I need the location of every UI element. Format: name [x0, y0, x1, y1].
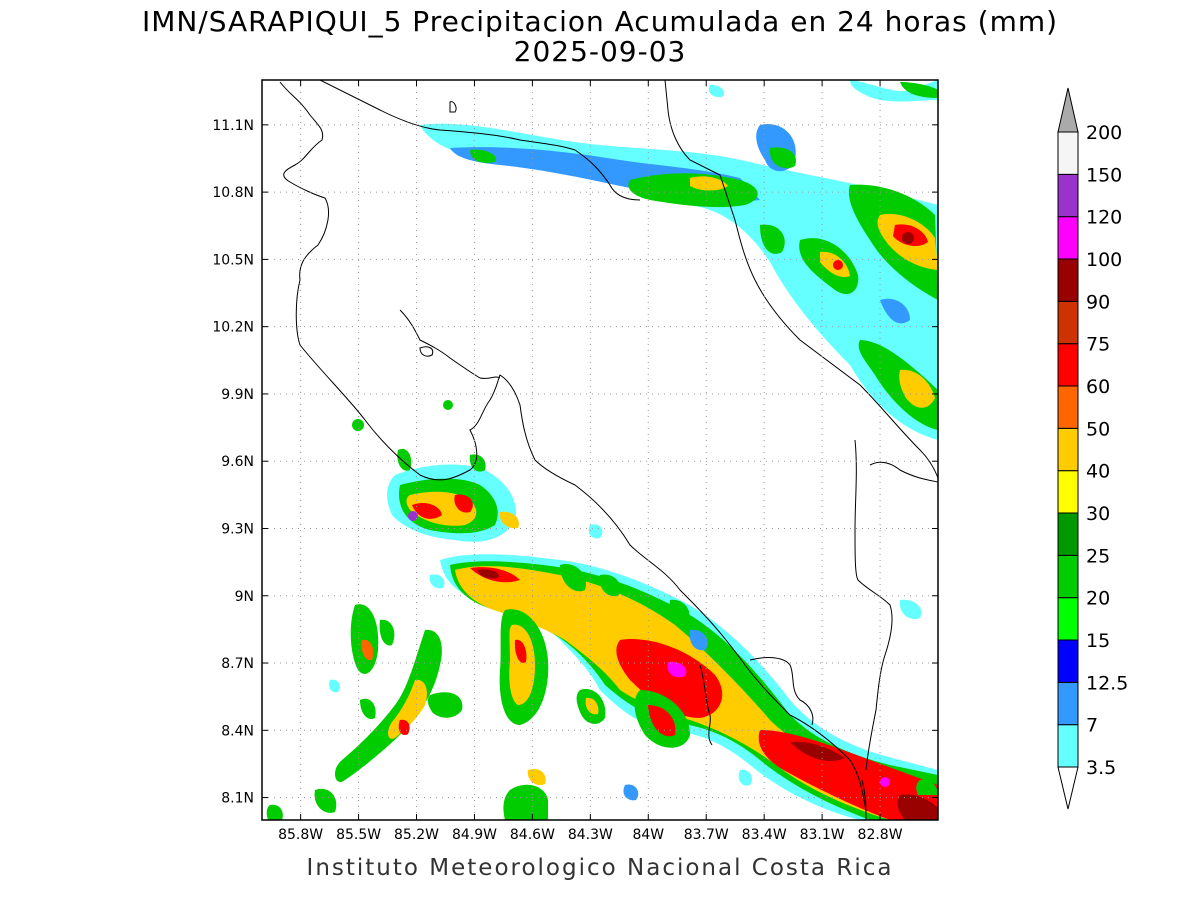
colorbar-legend: 3.5 7 12.5 15 20 25 30 40 50 60 75 90 100 120 150 200	[1057, 87, 1128, 810]
colorbar-label: 200	[1086, 122, 1122, 144]
precipitation-field	[266, 80, 938, 820]
x-tick-label: 84.3W	[568, 827, 613, 843]
x-tick-label: 84.9W	[452, 827, 497, 843]
footer-credit: Instituto Meteorologico Nacional Costa R…	[306, 855, 894, 881]
rain-band-pacific-south	[440, 554, 938, 820]
coastlines	[279, 80, 938, 820]
y-tick-label: 9.3N	[221, 521, 254, 537]
colorbar-swatch	[1057, 639, 1079, 683]
rain-scattered-cells	[329, 84, 938, 801]
colorbar-label: 25	[1086, 545, 1110, 567]
y-tick-label: 10.2N	[212, 320, 254, 336]
rain-band-caribbean-north	[420, 80, 938, 441]
colorbar-label: 60	[1086, 376, 1110, 398]
colorbar-label: 40	[1086, 461, 1110, 483]
colorbar-label: 7	[1086, 715, 1098, 737]
colorbar-swatch	[1057, 131, 1079, 175]
x-tick-label: 83.7W	[684, 827, 729, 843]
x-tick-label: 85.8W	[278, 827, 323, 843]
colorbar-swatch	[1057, 216, 1079, 260]
colorbar-label: 20	[1086, 588, 1110, 610]
x-tick-label: 85.5W	[336, 827, 381, 843]
colorbar-label: 90	[1086, 291, 1110, 313]
colorbar-label: 12.5	[1086, 672, 1128, 694]
colorbar-swatch	[1057, 554, 1079, 599]
colorbar-swatch	[1057, 681, 1079, 726]
y-tick-label: 9.6N	[221, 454, 254, 470]
colorbar-label: 120	[1086, 207, 1122, 229]
colorbar-swatch	[1057, 512, 1079, 556]
x-tick-label: 84.6W	[510, 827, 555, 843]
colorbar-swatch	[1057, 173, 1079, 218]
colorbar-swatch	[1057, 385, 1079, 429]
colorbar-swatch	[1057, 470, 1079, 514]
rain-cluster-pacific-north	[352, 400, 519, 542]
y-tick-label: 8.7N	[221, 656, 254, 672]
y-tick-label: 11.1N	[212, 118, 254, 134]
colorbar-label: 15	[1086, 630, 1110, 652]
y-tick-label: 8.1N	[221, 791, 254, 807]
x-tick-label: 85.2W	[394, 827, 439, 843]
y-tick-label: 9.9N	[221, 387, 254, 403]
colorbar-label: 100	[1086, 249, 1122, 271]
map-title: IMN/SARAPIQUI_5 Precipitacion Acumulada …	[141, 5, 1059, 38]
y-axis: 8.1N 8.4N 8.7N 9N 9.3N 9.6N 9.9N 10.2N 10.5N 10.8…	[212, 118, 938, 807]
x-tick-label: 82.8W	[858, 827, 903, 843]
rain-streaks-west	[266, 604, 463, 820]
colorbar-swatch	[1057, 427, 1079, 472]
x-axis: 85.8W 85.5W 85.2W 84.9W 84.6W 84.3W 84W 83.7W 83…	[278, 80, 903, 843]
colorbar-label: 75	[1086, 334, 1110, 356]
colorbar-min-arrow	[1057, 766, 1079, 810]
colorbar-label: 30	[1086, 503, 1110, 525]
y-tick-label: 10.5N	[212, 252, 254, 268]
plot-frame	[261, 79, 939, 821]
y-tick-label: 9N	[235, 589, 254, 605]
x-tick-label: 84W	[632, 827, 664, 843]
colorbar-swatch	[1057, 258, 1079, 302]
y-tick-label: 8.4N	[221, 723, 254, 739]
map-date: 2025-09-03	[513, 35, 687, 68]
colorbar-label: 3.5	[1086, 757, 1116, 779]
colorbar-max-arrow	[1057, 87, 1079, 133]
colorbar-swatch	[1057, 597, 1079, 641]
colorbar-label: 150	[1086, 164, 1122, 186]
x-tick-label: 83.1W	[800, 827, 845, 843]
colorbar-swatch	[1057, 343, 1079, 387]
colorbar-swatch	[1057, 724, 1079, 768]
y-tick-label: 10.8N	[212, 185, 254, 201]
colorbar-swatch	[1057, 300, 1079, 345]
colorbar-label: 50	[1086, 418, 1110, 440]
x-tick-label: 83.4W	[742, 827, 787, 843]
